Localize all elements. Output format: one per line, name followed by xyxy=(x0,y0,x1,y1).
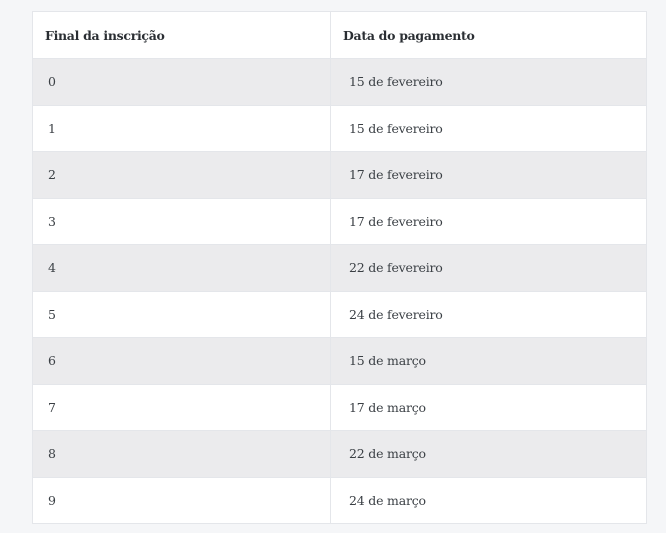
cell-final: 8 xyxy=(32,430,331,477)
cell-date: 17 de março xyxy=(330,383,647,431)
cell-final: 1 xyxy=(32,104,331,152)
table-row: 2 17 de fevereiro xyxy=(32,151,647,198)
cell-final: 6 xyxy=(32,337,331,384)
cell-final: 2 xyxy=(32,151,331,198)
table-row: 9 24 de março xyxy=(32,476,647,524)
cell-final: 9 xyxy=(32,476,331,524)
table-row: 3 17 de fevereiro xyxy=(32,197,647,245)
cell-date: 24 de março xyxy=(330,476,647,524)
cell-final: 7 xyxy=(32,383,331,431)
table-row: 5 24 de fevereiro xyxy=(32,290,647,338)
payment-table: Final da inscrição Data do pagamento 0 1… xyxy=(32,11,647,524)
cell-final: 3 xyxy=(32,197,331,245)
cell-date: 17 de fevereiro xyxy=(330,151,647,198)
header-data-pagamento: Data do pagamento xyxy=(330,11,647,59)
table-row: 0 15 de fevereiro xyxy=(32,58,647,105)
cell-date: 17 de fevereiro xyxy=(330,197,647,245)
table-row: 8 22 de março xyxy=(32,430,647,477)
table-row: 7 17 de março xyxy=(32,383,647,431)
cell-date: 15 de fevereiro xyxy=(330,104,647,152)
table-row: 6 15 de março xyxy=(32,337,647,384)
header-final-inscricao: Final da inscrição xyxy=(32,11,331,59)
cell-final: 0 xyxy=(32,58,331,105)
table-row: 1 15 de fevereiro xyxy=(32,104,647,152)
payment-schedule: Final da inscrição Data do pagamento 0 1… xyxy=(32,11,647,524)
cell-date: 22 de fevereiro xyxy=(330,244,647,291)
cell-date: 22 de março xyxy=(330,430,647,477)
cell-date: 15 de fevereiro xyxy=(330,58,647,105)
table-row: 4 22 de fevereiro xyxy=(32,244,647,291)
cell-date: 24 de fevereiro xyxy=(330,290,647,338)
table-header-row: Final da inscrição Data do pagamento xyxy=(32,11,647,59)
cell-final: 5 xyxy=(32,290,331,338)
cell-date: 15 de março xyxy=(330,337,647,384)
cell-final: 4 xyxy=(32,244,331,291)
